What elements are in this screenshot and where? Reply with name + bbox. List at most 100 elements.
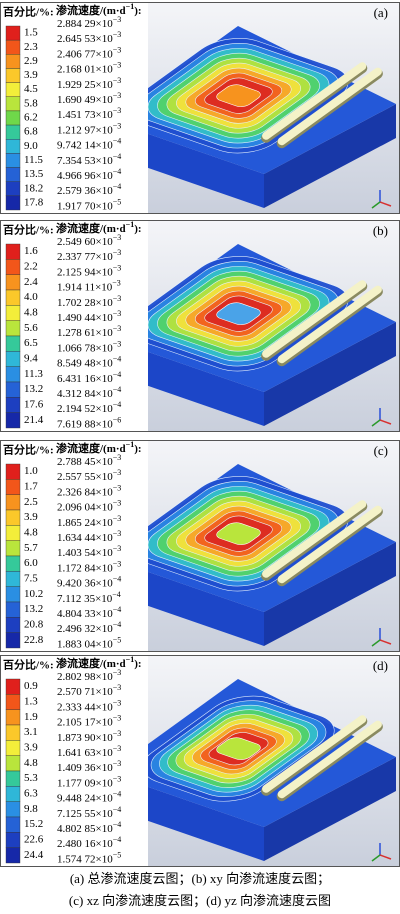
percent-label: 4.0 xyxy=(24,291,38,303)
percent-label: 3.9 xyxy=(24,742,38,754)
velocity-exponent: −3 xyxy=(113,248,122,257)
contour-map xyxy=(126,688,350,809)
percent-label: 2.4 xyxy=(24,276,38,288)
velocity-exponent: −3 xyxy=(113,529,122,538)
velocity-label: 4.802 85×10−4 xyxy=(57,820,121,835)
percent-title: 百分比/%: xyxy=(3,223,54,237)
velocity-label: 2.557 55×10−3 xyxy=(57,468,121,483)
percent-label: 17.8 xyxy=(24,196,44,208)
velocity-exponent: −3 xyxy=(113,91,122,100)
velocity-label: 4.804 33×10−4 xyxy=(57,605,121,620)
velocity-label: 7.112 35×10−4 xyxy=(57,590,121,605)
color-bar-segment xyxy=(5,366,21,383)
velocity-label: 1.865 24×10−3 xyxy=(57,514,121,529)
color-bar-segment xyxy=(5,153,21,168)
velocity-label: 1.641 63×10−3 xyxy=(57,744,121,759)
velocity-mantissa: 4.802 85×10 xyxy=(57,823,113,835)
velocity-title-main: 渗流速度/(m·d xyxy=(56,221,126,235)
color-bar-segment xyxy=(5,509,21,526)
velocity-exponent: −3 xyxy=(113,60,122,69)
velocity-label: 9.420 36×10−4 xyxy=(57,574,121,589)
velocity-title-sup: −1 xyxy=(126,440,135,449)
velocity-exponent: −3 xyxy=(113,106,122,115)
velocity-label: 7.354 53×10−4 xyxy=(57,152,121,167)
block-front-right xyxy=(264,757,396,861)
percent-label: 4.5 xyxy=(24,83,38,95)
percent-label: 17.6 xyxy=(24,399,44,411)
velocity-exponent: −3 xyxy=(113,544,122,553)
velocity-label: 2.549 60×10−3 xyxy=(57,233,121,248)
percent-label: 3.9 xyxy=(24,69,38,81)
velocity-exponent: −3 xyxy=(113,294,122,303)
velocity-exponent: −6 xyxy=(113,415,122,424)
pipe xyxy=(277,720,382,799)
contour-core xyxy=(213,83,265,109)
color-bar-segment xyxy=(5,724,21,741)
color-bar-segment xyxy=(5,82,21,97)
velocity-exponent: −3 xyxy=(113,483,122,492)
velocity-label: 7.619 88×10−6 xyxy=(57,415,121,430)
percent-label: 21.4 xyxy=(24,414,44,426)
color-bar-segment xyxy=(5,139,21,154)
velocity-mantissa: 7.354 53×10 xyxy=(57,154,113,166)
color-bar-segment xyxy=(5,110,21,126)
velocity-label: 2.326 84×10−3 xyxy=(57,483,121,498)
color-bar-segment xyxy=(5,755,21,772)
axis-x xyxy=(379,201,392,207)
percent-label: 1.0 xyxy=(24,465,38,477)
velocity-mantissa: 7.125 55×10 xyxy=(57,807,113,819)
velocity-mantissa: 8.549 48×10 xyxy=(57,357,113,369)
velocity-mantissa: 1.403 54×10 xyxy=(57,547,113,559)
percent-label: 5.6 xyxy=(24,322,38,334)
velocity-mantissa: 1.641 63×10 xyxy=(57,747,113,759)
percent-label: 6.0 xyxy=(24,557,38,569)
color-bar-segment xyxy=(5,525,21,541)
velocity-exponent: −4 xyxy=(113,370,122,379)
color-bar-segment xyxy=(5,167,21,182)
velocity-title: 渗流速度/(m·d−1): xyxy=(56,440,142,455)
velocity-mantissa: 1.690 49×10 xyxy=(57,94,113,106)
legend-background xyxy=(1,221,148,431)
velocity-mantissa: 2.549 60×10 xyxy=(57,236,113,248)
velocity-mantissa: 9.420 36×10 xyxy=(57,577,113,589)
velocity-label: 1.574 72×10−5 xyxy=(57,850,121,865)
legend-background xyxy=(1,3,148,213)
percent-label: 22.8 xyxy=(24,634,44,646)
velocity-exponent: −4 xyxy=(113,835,122,844)
velocity-title-sup: −1 xyxy=(126,655,135,664)
velocity-exponent: −3 xyxy=(113,559,122,568)
percent-label: 4.8 xyxy=(24,307,38,319)
velocity-label: 8.549 48×10−4 xyxy=(57,354,121,369)
velocity-title-end: ): xyxy=(134,5,141,17)
velocity-label: 2.337 77×10−3 xyxy=(57,248,121,263)
velocity-exponent: −4 xyxy=(112,590,121,599)
velocity-mantissa: 4.966 96×10 xyxy=(57,170,113,182)
color-bar-segment xyxy=(5,335,21,352)
velocity-label: 1.278 61×10−3 xyxy=(57,324,121,339)
color-bar-segment xyxy=(5,351,21,367)
velocity-mantissa: 1.917 70×10 xyxy=(57,200,113,212)
block-front-right xyxy=(264,322,396,426)
velocity-exponent: −3 xyxy=(113,774,122,783)
color-bar-segment xyxy=(5,124,21,140)
color-bar-segment xyxy=(5,816,21,833)
percent-label: 2.9 xyxy=(24,55,38,67)
velocity-label: 1.873 90×10−3 xyxy=(57,729,121,744)
panel: (b) 百分比/%: 渗流速度/(m·d−1): 1.6 2.2 2.4 4.0 4.8 5.6… xyxy=(0,220,400,432)
block-front-right xyxy=(264,104,396,208)
velocity-mantissa: 7.619 88×10 xyxy=(57,418,113,430)
color-bar-segment xyxy=(5,801,21,818)
velocity-mantissa: 2.802 98×10 xyxy=(57,671,113,683)
color-bar-segment xyxy=(5,709,21,726)
velocity-mantissa: 2.326 84×10 xyxy=(57,486,113,498)
percent-label: 6.8 xyxy=(24,126,38,138)
velocity-exponent: −4 xyxy=(113,789,122,798)
velocity-exponent: −5 xyxy=(113,197,122,206)
color-bar-segment xyxy=(5,412,21,429)
velocity-exponent: −4 xyxy=(113,167,122,176)
velocity-mantissa: 1.873 90×10 xyxy=(57,731,113,743)
velocity-label: 2.579 36×10−4 xyxy=(57,182,121,197)
velocity-mantissa: 2.125 94×10 xyxy=(57,266,113,278)
percent-label: 9.8 xyxy=(24,803,38,815)
